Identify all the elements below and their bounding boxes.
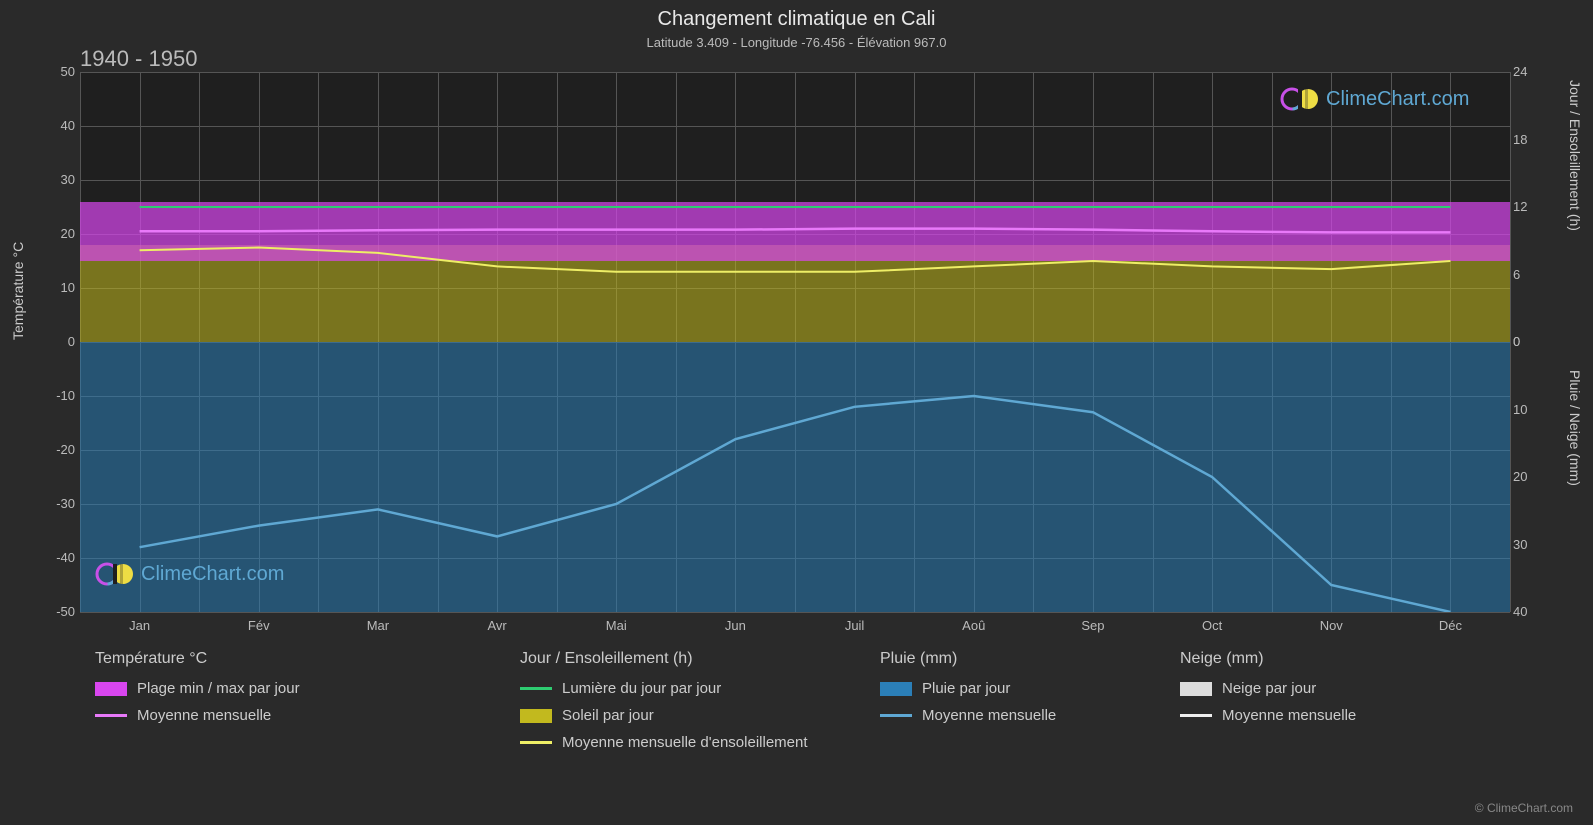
watermark-top-right: ClimeChart.com: [1280, 85, 1469, 113]
gridline-vertical: [1510, 72, 1511, 612]
legend-line-swatch: [880, 714, 912, 717]
chart-title: Changement climatique en Cali: [0, 0, 1593, 31]
y-tick-right: 24: [1513, 64, 1538, 79]
y-tick-right: 18: [1513, 132, 1538, 147]
y-tick-right: 6: [1513, 267, 1538, 282]
legend-day-title: Jour / Ensoleillement (h): [520, 650, 808, 668]
y-tick-left: -40: [45, 550, 75, 565]
legend-item: Lumière du jour par jour: [520, 680, 808, 697]
legend-snow: Neige (mm) Neige par jour Moyenne mensuel…: [1180, 650, 1356, 734]
temp-range-band: [80, 202, 1510, 261]
y-tick-right: 40: [1513, 604, 1538, 619]
watermark-text: ClimeChart.com: [1326, 88, 1469, 111]
y-tick-right: 10: [1513, 402, 1538, 417]
legend-label: Moyenne mensuelle: [922, 707, 1056, 724]
legend-line-swatch: [520, 741, 552, 744]
legend-block-swatch: [520, 709, 552, 723]
legend-item: Moyenne mensuelle: [95, 707, 300, 724]
logo-icon: [1280, 85, 1320, 113]
legend-label: Moyenne mensuelle: [137, 707, 271, 724]
legend-item: Moyenne mensuelle d'ensoleillement: [520, 734, 808, 751]
gridline-horizontal: [80, 612, 1510, 613]
legend-item: Moyenne mensuelle: [1180, 707, 1356, 724]
legend-temperature: Température °C Plage min / max par jour M…: [95, 650, 300, 734]
legend-item: Pluie par jour: [880, 680, 1056, 697]
y-axis-left-label: Température °C: [10, 242, 26, 340]
legend-block-swatch: [95, 682, 127, 696]
y-tick-left: 10: [45, 280, 75, 295]
logo-icon: [95, 560, 135, 588]
legend-label: Pluie par jour: [922, 680, 1010, 697]
legend-line-swatch: [1180, 714, 1212, 717]
y-tick-left: -50: [45, 604, 75, 619]
legend-line-swatch: [520, 687, 552, 690]
watermark-text: ClimeChart.com: [141, 563, 284, 586]
legend-block-swatch: [1180, 682, 1212, 696]
legend-item: Neige par jour: [1180, 680, 1356, 697]
y-tick-right: 0: [1513, 334, 1538, 349]
legend-item: Plage min / max par jour: [95, 680, 300, 697]
x-tick-month: Avr: [477, 618, 517, 633]
legend-daylight: Jour / Ensoleillement (h) Lumière du jou…: [520, 650, 808, 761]
y-tick-left: 40: [45, 118, 75, 133]
x-tick-month: Fév: [239, 618, 279, 633]
x-tick-month: Mai: [596, 618, 636, 633]
x-tick-month: Nov: [1311, 618, 1351, 633]
x-tick-month: Aoû: [954, 618, 994, 633]
legend-temp-title: Température °C: [95, 650, 300, 668]
copyright-text: © ClimeChart.com: [1475, 801, 1573, 815]
y-tick-left: 30: [45, 172, 75, 187]
x-tick-month: Mar: [358, 618, 398, 633]
x-tick-month: Jun: [715, 618, 755, 633]
y-tick-left: -20: [45, 442, 75, 457]
x-tick-month: Juil: [835, 618, 875, 633]
legend-item: Soleil par jour: [520, 707, 808, 724]
y-tick-left: 50: [45, 64, 75, 79]
x-tick-month: Déc: [1430, 618, 1470, 633]
y-tick-right: 30: [1513, 537, 1538, 552]
legend-block-swatch: [880, 682, 912, 696]
legend-label: Lumière du jour par jour: [562, 680, 721, 697]
legend-snow-title: Neige (mm): [1180, 650, 1356, 668]
y-tick-left: -30: [45, 496, 75, 511]
y-tick-right: 12: [1513, 199, 1538, 214]
x-tick-month: Oct: [1192, 618, 1232, 633]
rain-daily-band: [80, 342, 1510, 612]
period-label: 1940 - 1950: [80, 46, 197, 72]
x-tick-month: Jan: [120, 618, 160, 633]
y-axis-right-label-top: Jour / Ensoleillement (h): [1567, 80, 1583, 231]
watermark-bottom-left: ClimeChart.com: [95, 560, 284, 588]
chart-plot-area: [80, 72, 1510, 612]
legend-rain: Pluie (mm) Pluie par jour Moyenne mensuel…: [880, 650, 1056, 734]
y-tick-right: 20: [1513, 469, 1538, 484]
legend-label: Moyenne mensuelle: [1222, 707, 1356, 724]
legend-label: Neige par jour: [1222, 680, 1316, 697]
legend-line-swatch: [95, 714, 127, 717]
chart-subtitle: Latitude 3.409 - Longitude -76.456 - Élé…: [0, 31, 1593, 50]
legend-label: Plage min / max par jour: [137, 680, 300, 697]
y-axis-right-label-bottom: Pluie / Neige (mm): [1567, 370, 1583, 486]
legend-label: Soleil par jour: [562, 707, 654, 724]
x-tick-month: Sep: [1073, 618, 1113, 633]
legend-item: Moyenne mensuelle: [880, 707, 1056, 724]
y-tick-left: 0: [45, 334, 75, 349]
y-tick-left: 20: [45, 226, 75, 241]
legend-label: Moyenne mensuelle d'ensoleillement: [562, 734, 808, 751]
legend-rain-title: Pluie (mm): [880, 650, 1056, 668]
y-tick-left: -10: [45, 388, 75, 403]
